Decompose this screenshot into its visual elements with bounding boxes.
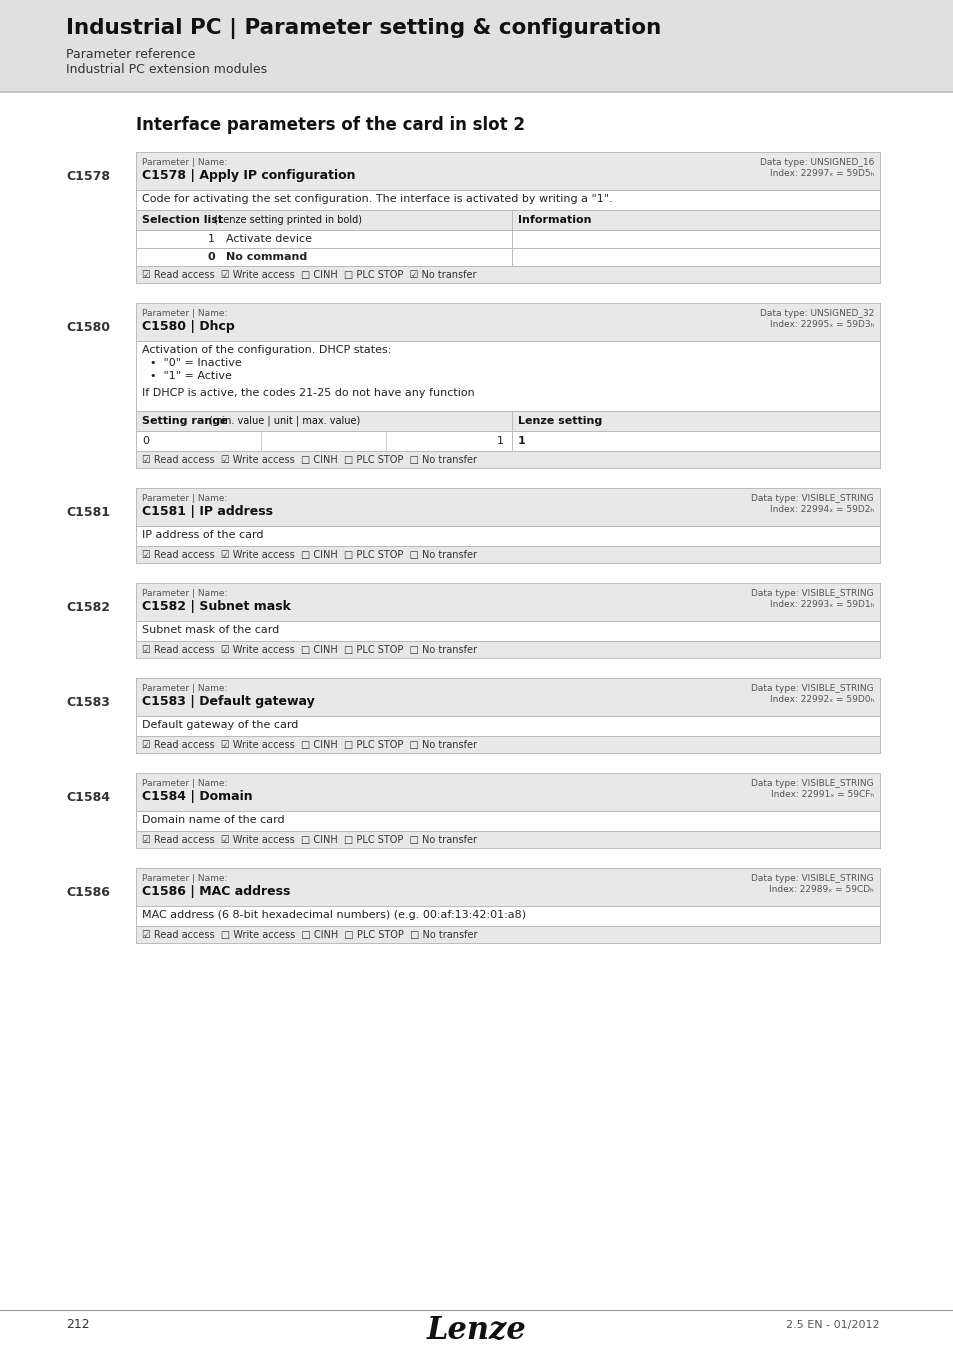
Text: C1581 | IP address: C1581 | IP address <box>142 505 273 518</box>
Text: ☑ Read access  ☑ Write access  □ CINH  □ PLC STOP  □ No transfer: ☑ Read access ☑ Write access □ CINH □ PL… <box>142 740 476 751</box>
Text: Lenze setting: Lenze setting <box>517 416 601 427</box>
Bar <box>136 451 879 468</box>
Text: Parameter | Name:: Parameter | Name: <box>142 684 227 693</box>
Bar <box>136 641 879 657</box>
Bar <box>136 230 879 248</box>
Bar <box>136 211 879 230</box>
Text: Parameter | Name:: Parameter | Name: <box>142 309 227 319</box>
Text: C1582: C1582 <box>66 601 110 614</box>
Text: 1: 1 <box>497 436 503 446</box>
Bar <box>136 678 879 716</box>
Text: •  "0" = Inactive: • "0" = Inactive <box>150 358 241 369</box>
Text: C1578: C1578 <box>66 170 110 184</box>
Bar <box>136 583 879 621</box>
Text: Index: 22993ₓ = 59D1ₕ: Index: 22993ₓ = 59D1ₕ <box>769 599 873 609</box>
Text: ☑ Read access  □ Write access  □ CINH  □ PLC STOP  □ No transfer: ☑ Read access □ Write access □ CINH □ PL… <box>142 930 477 940</box>
Text: Index: 22989ₓ = 59CDₕ: Index: 22989ₓ = 59CDₕ <box>768 886 873 894</box>
Text: C1586: C1586 <box>66 886 110 899</box>
Bar <box>136 774 879 811</box>
Text: Data type: UNSIGNED_32: Data type: UNSIGNED_32 <box>759 309 873 319</box>
Text: 1: 1 <box>208 234 214 244</box>
Text: C1578 | Apply IP configuration: C1578 | Apply IP configuration <box>142 169 355 182</box>
Text: Selection list: Selection list <box>142 215 227 225</box>
Text: C1582 | Subnet mask: C1582 | Subnet mask <box>142 599 291 613</box>
Bar <box>136 736 879 753</box>
Bar <box>136 248 879 266</box>
Text: Activate device: Activate device <box>226 234 312 244</box>
Bar <box>136 431 879 451</box>
Text: (min. value | unit | max. value): (min. value | unit | max. value) <box>209 416 360 427</box>
Text: Industrial PC extension modules: Industrial PC extension modules <box>66 63 267 76</box>
Bar <box>136 811 879 832</box>
Text: Parameter | Name:: Parameter | Name: <box>142 873 227 883</box>
Text: C1580 | Dhcp: C1580 | Dhcp <box>142 320 234 333</box>
Bar <box>0 0 953 92</box>
Text: Index: 22994ₓ = 59D2ₕ: Index: 22994ₓ = 59D2ₕ <box>769 505 873 514</box>
Text: Index: 22992ₓ = 59D0ₕ: Index: 22992ₓ = 59D0ₕ <box>769 695 873 703</box>
Text: ☑ Read access  ☑ Write access  □ CINH  □ PLC STOP  □ No transfer: ☑ Read access ☑ Write access □ CINH □ PL… <box>142 645 476 655</box>
Text: Data type: VISIBLE_STRING: Data type: VISIBLE_STRING <box>751 684 873 693</box>
Text: Data type: VISIBLE_STRING: Data type: VISIBLE_STRING <box>751 494 873 504</box>
Text: ☑ Read access  ☑ Write access  □ CINH  □ PLC STOP  □ No transfer: ☑ Read access ☑ Write access □ CINH □ PL… <box>142 455 476 464</box>
Bar <box>136 832 879 848</box>
Text: C1584 | Domain: C1584 | Domain <box>142 790 253 803</box>
Text: Data type: VISIBLE_STRING: Data type: VISIBLE_STRING <box>751 779 873 788</box>
Bar <box>136 621 879 641</box>
Text: Interface parameters of the card in slot 2: Interface parameters of the card in slot… <box>136 116 524 134</box>
Text: 0: 0 <box>142 436 149 446</box>
Bar <box>136 868 879 906</box>
Bar <box>136 526 879 545</box>
Text: Code for activating the set configuration. The interface is activated by writing: Code for activating the set configuratio… <box>142 194 612 204</box>
Bar <box>136 153 879 190</box>
Bar <box>136 302 879 342</box>
Text: Data type: VISIBLE_STRING: Data type: VISIBLE_STRING <box>751 589 873 598</box>
Text: C1581: C1581 <box>66 506 110 518</box>
Text: Parameter | Name:: Parameter | Name: <box>142 589 227 598</box>
Text: Index: 22997ₓ = 59D5ₕ: Index: 22997ₓ = 59D5ₕ <box>769 169 873 178</box>
Bar <box>136 906 879 926</box>
Text: IP address of the card: IP address of the card <box>142 531 263 540</box>
Text: Parameter | Name:: Parameter | Name: <box>142 494 227 504</box>
Bar <box>136 487 879 526</box>
Text: Data type: UNSIGNED_16: Data type: UNSIGNED_16 <box>759 158 873 167</box>
Bar <box>136 342 879 410</box>
Text: MAC address (6 8-bit hexadecimal numbers) (e.g. 00:af:13:42:01:a8): MAC address (6 8-bit hexadecimal numbers… <box>142 910 525 919</box>
Text: Parameter | Name:: Parameter | Name: <box>142 158 227 167</box>
Text: ☑ Read access  ☑ Write access  □ CINH  □ PLC STOP  □ No transfer: ☑ Read access ☑ Write access □ CINH □ PL… <box>142 549 476 560</box>
Text: ☑ Read access  ☑ Write access  □ CINH  □ PLC STOP  □ No transfer: ☑ Read access ☑ Write access □ CINH □ PL… <box>142 836 476 845</box>
Text: Domain name of the card: Domain name of the card <box>142 815 284 825</box>
Text: 1: 1 <box>517 436 525 446</box>
Text: Setting range: Setting range <box>142 416 232 427</box>
Text: Parameter reference: Parameter reference <box>66 49 195 61</box>
Bar <box>136 545 879 563</box>
Text: (Lenze setting printed in bold): (Lenze setting printed in bold) <box>213 215 361 225</box>
Bar <box>136 190 879 211</box>
Text: Information: Information <box>517 215 591 225</box>
Text: 0: 0 <box>207 252 214 262</box>
Text: Lenze: Lenze <box>427 1315 526 1346</box>
Text: C1584: C1584 <box>66 791 110 805</box>
Text: Subnet mask of the card: Subnet mask of the card <box>142 625 279 634</box>
Text: 2.5 EN - 01/2012: 2.5 EN - 01/2012 <box>785 1320 879 1330</box>
Bar <box>136 266 879 283</box>
Text: Data type: VISIBLE_STRING: Data type: VISIBLE_STRING <box>751 873 873 883</box>
Text: Parameter | Name:: Parameter | Name: <box>142 779 227 788</box>
Text: Activation of the configuration. DHCP states:: Activation of the configuration. DHCP st… <box>142 346 391 355</box>
Text: C1583 | Default gateway: C1583 | Default gateway <box>142 695 314 707</box>
Text: 212: 212 <box>66 1318 90 1331</box>
Text: C1580: C1580 <box>66 321 110 333</box>
Text: •  "1" = Active: • "1" = Active <box>150 371 232 381</box>
Text: C1583: C1583 <box>66 697 110 709</box>
Bar <box>136 410 879 431</box>
Text: Default gateway of the card: Default gateway of the card <box>142 720 298 730</box>
Text: Index: 22991ₓ = 59CFₕ: Index: 22991ₓ = 59CFₕ <box>770 790 873 799</box>
Text: ☑ Read access  ☑ Write access  □ CINH  □ PLC STOP  ☑ No transfer: ☑ Read access ☑ Write access □ CINH □ PL… <box>142 270 476 279</box>
Text: Industrial PC | Parameter setting & configuration: Industrial PC | Parameter setting & conf… <box>66 18 660 39</box>
Bar <box>136 926 879 944</box>
Text: Index: 22995ₓ = 59D3ₕ: Index: 22995ₓ = 59D3ₕ <box>769 320 873 329</box>
Bar <box>136 716 879 736</box>
Text: C1586 | MAC address: C1586 | MAC address <box>142 886 290 898</box>
Text: No command: No command <box>226 252 307 262</box>
Text: If DHCP is active, the codes 21-25 do not have any function: If DHCP is active, the codes 21-25 do no… <box>142 387 475 398</box>
